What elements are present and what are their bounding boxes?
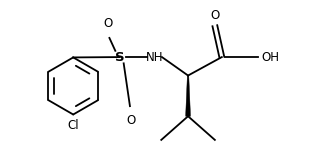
Text: O: O bbox=[210, 9, 219, 22]
Text: O: O bbox=[127, 115, 136, 128]
Text: Cl: Cl bbox=[67, 119, 79, 132]
Text: OH: OH bbox=[262, 51, 280, 64]
Text: S: S bbox=[115, 51, 124, 64]
Text: NH: NH bbox=[146, 51, 163, 64]
Text: O: O bbox=[104, 17, 113, 30]
Polygon shape bbox=[186, 76, 191, 116]
